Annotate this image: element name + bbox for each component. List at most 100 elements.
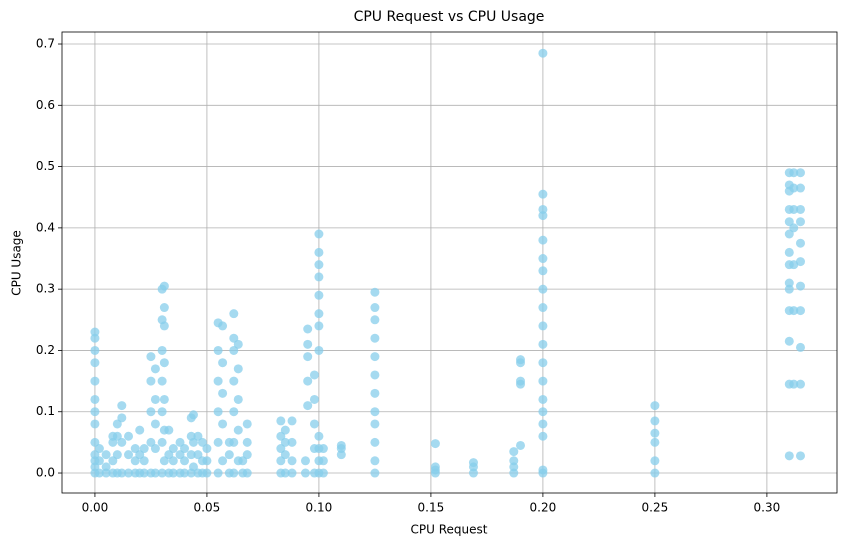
point xyxy=(318,456,328,466)
point xyxy=(188,410,198,420)
point xyxy=(180,456,190,466)
point xyxy=(370,333,380,343)
point xyxy=(224,450,234,460)
point xyxy=(789,204,799,214)
y-tick-label: 0.0 xyxy=(36,466,55,480)
point xyxy=(509,456,519,466)
point xyxy=(538,321,548,331)
y-tick-label: 0.4 xyxy=(36,220,55,234)
point xyxy=(370,437,380,447)
x-tick-label: 0.25 xyxy=(642,501,669,515)
point xyxy=(218,321,228,331)
point xyxy=(287,468,297,478)
point xyxy=(303,352,313,362)
point xyxy=(242,450,252,460)
point xyxy=(314,290,324,300)
x-tick-label: 0.10 xyxy=(306,501,333,515)
point xyxy=(795,217,805,227)
point xyxy=(314,321,324,331)
point xyxy=(280,450,290,460)
point xyxy=(314,229,324,239)
point xyxy=(370,315,380,325)
point xyxy=(124,450,134,460)
point xyxy=(795,168,805,178)
point xyxy=(516,440,526,450)
point xyxy=(229,407,239,417)
point xyxy=(370,407,380,417)
point xyxy=(309,394,319,404)
point xyxy=(287,416,297,426)
point xyxy=(157,345,167,355)
point xyxy=(90,345,100,355)
point xyxy=(650,468,660,478)
point xyxy=(150,444,160,454)
point xyxy=(538,284,548,294)
point xyxy=(242,437,252,447)
point xyxy=(789,183,799,193)
point xyxy=(168,468,178,478)
point xyxy=(370,419,380,429)
point xyxy=(117,413,127,423)
point xyxy=(139,444,149,454)
point xyxy=(157,437,167,447)
y-tick-label: 0.2 xyxy=(36,343,55,357)
point xyxy=(516,355,526,365)
point xyxy=(309,370,319,380)
point xyxy=(168,456,178,466)
point xyxy=(538,254,548,264)
point xyxy=(303,401,313,411)
points xyxy=(90,48,805,478)
point xyxy=(538,189,548,199)
point xyxy=(314,309,324,319)
point xyxy=(101,450,111,460)
y-tick-label: 0.3 xyxy=(36,282,55,296)
point xyxy=(180,444,190,454)
plot-frame xyxy=(61,31,838,494)
ticks: 0.00 0.05 0.10 0.15 0.20 0.25 0.30 0.0 0.1 0.2 0.3… xyxy=(36,37,780,515)
point xyxy=(146,407,156,417)
point xyxy=(90,327,100,337)
point xyxy=(229,468,239,478)
point xyxy=(101,462,111,472)
point xyxy=(146,352,156,362)
point xyxy=(300,456,310,466)
point xyxy=(795,342,805,352)
point xyxy=(314,260,324,270)
point xyxy=(124,468,134,478)
point xyxy=(314,345,324,355)
point xyxy=(318,444,328,454)
chart-title: CPU Request vs CPU Usage xyxy=(354,9,545,25)
point xyxy=(202,456,212,466)
point xyxy=(117,401,127,411)
point xyxy=(90,376,100,386)
point xyxy=(309,419,319,429)
point xyxy=(213,407,223,417)
point xyxy=(135,425,145,435)
point xyxy=(276,416,286,426)
point xyxy=(94,456,104,466)
point xyxy=(650,437,660,447)
point xyxy=(280,437,290,447)
point xyxy=(90,419,100,429)
point xyxy=(233,425,243,435)
point xyxy=(164,425,174,435)
point xyxy=(213,468,223,478)
point xyxy=(538,235,548,245)
point xyxy=(795,183,805,193)
point xyxy=(139,468,149,478)
point xyxy=(538,419,548,429)
point xyxy=(229,437,239,447)
point xyxy=(159,303,169,313)
point xyxy=(287,456,297,466)
point xyxy=(218,456,228,466)
point xyxy=(795,379,805,389)
point xyxy=(650,401,660,411)
point xyxy=(303,376,313,386)
point xyxy=(94,468,104,478)
point xyxy=(150,419,160,429)
y-tick-label: 0.5 xyxy=(36,159,55,173)
point xyxy=(150,394,160,404)
point xyxy=(789,306,799,316)
point xyxy=(233,339,243,349)
point xyxy=(784,451,794,461)
